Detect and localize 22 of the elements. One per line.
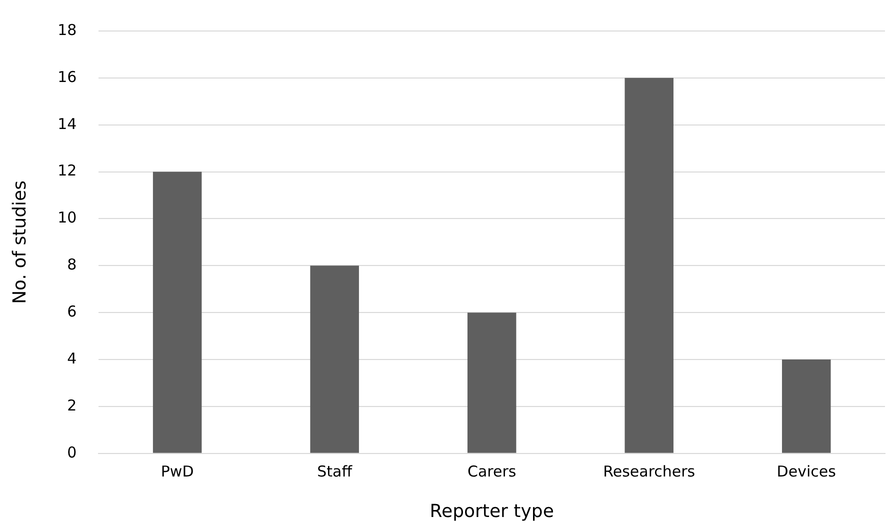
bar: [624, 78, 674, 453]
y-tick-label: 4: [67, 349, 77, 368]
x-tick-label: Carers: [467, 462, 516, 480]
x-axis-title: Reporter type: [430, 500, 554, 522]
y-tick-label: 16: [58, 68, 77, 86]
y-tick-label: 6: [67, 302, 77, 320]
y-tick-label: 10: [58, 208, 77, 227]
bar: [467, 312, 516, 453]
y-axis-title: No. of studies: [9, 180, 30, 304]
y-tick-label: 12: [58, 162, 77, 180]
y-tick-label: 18: [58, 20, 77, 39]
bar: [152, 172, 202, 453]
bar: [782, 360, 831, 453]
y-tick-label: 0: [67, 443, 77, 462]
y-tick-label: 8: [67, 256, 77, 274]
x-tick-label: Researchers: [603, 462, 696, 480]
y-tick-label: 14: [58, 114, 77, 133]
x-tick-label: Devices: [776, 462, 836, 480]
y-tick-label: 2: [67, 396, 77, 414]
bar: [310, 266, 359, 453]
x-tick-label: PwD: [160, 462, 194, 480]
x-tick-label: Staff: [317, 462, 353, 480]
